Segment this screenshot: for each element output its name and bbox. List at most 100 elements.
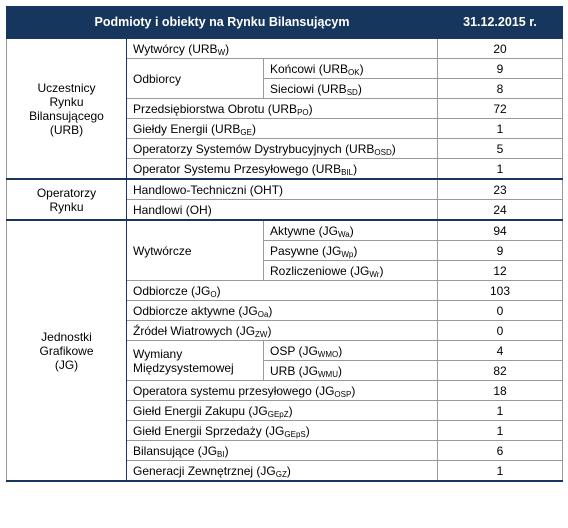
label-text: ) bbox=[251, 121, 256, 136]
value-cell: 1 bbox=[437, 460, 563, 482]
label-text: ) bbox=[359, 61, 364, 76]
label-text: Wytwórcy (URB bbox=[133, 41, 218, 56]
label: Handlowo-Techniczni (OHT) bbox=[133, 182, 284, 197]
label-text: Sieciowi (URB bbox=[270, 81, 347, 96]
label-cell: Aktywne (JGWa) bbox=[263, 219, 438, 241]
label-text: ) bbox=[353, 243, 358, 258]
value-cell: 24 bbox=[437, 199, 563, 221]
label-line: Grafikowe bbox=[39, 343, 94, 358]
label-line: Jednostki bbox=[41, 329, 92, 344]
label-text: ) bbox=[391, 141, 396, 156]
label-text: Przedsiębiorstwa Obrotu (URB bbox=[133, 101, 298, 116]
value-cell: 9 bbox=[437, 58, 563, 79]
label-text: Giełdy Energii (URB bbox=[133, 121, 241, 136]
label-line: Rynku bbox=[49, 199, 84, 214]
group-cell: Operatorzy Rynku bbox=[6, 178, 127, 221]
label-subscript: GEpS bbox=[284, 429, 306, 439]
group-cell: Jednostki Grafikowe (JG) bbox=[6, 219, 127, 482]
value-cell: 5 bbox=[437, 138, 563, 159]
label-text: Odbiorcze (JG bbox=[133, 283, 211, 298]
label-line: (URB) bbox=[49, 122, 84, 137]
table-row: Przedsiębiorstwa Obrotu (URBPO) 72 bbox=[7, 98, 563, 119]
label-text: Operatorzy Systemów Dystrybucyjnych (URB bbox=[133, 141, 375, 156]
label-cell: Giełdy Energii (URBGE) bbox=[126, 118, 438, 139]
label-text: ) bbox=[349, 223, 354, 238]
label-text: ) bbox=[288, 403, 293, 418]
label-subscript: GEpZ bbox=[267, 409, 289, 419]
subgroup-cell: Odbiorcy bbox=[126, 58, 264, 99]
label-cell: OSP (JGWMO) bbox=[263, 340, 438, 361]
table-row: Sieciowi (URBSD) 8 bbox=[7, 78, 563, 99]
table-row: URB (JGWMU) 82 bbox=[7, 360, 563, 381]
label-subscript: WMU bbox=[318, 369, 338, 379]
label-text: ) bbox=[351, 383, 356, 398]
value-cell: 20 bbox=[437, 37, 563, 59]
label-subscript: O bbox=[210, 289, 217, 299]
value-cell: 72 bbox=[437, 98, 563, 119]
label-text: Giełd Energii Sprzedaży (JG bbox=[133, 423, 285, 438]
label-cell: URB (JGWMU) bbox=[263, 360, 438, 381]
label-text: ) bbox=[286, 463, 291, 478]
label-cell: Wytwórcy (URBW) bbox=[126, 37, 438, 59]
label-text: Pasywne (JG bbox=[270, 243, 342, 258]
label-subscript: BI bbox=[217, 449, 225, 459]
label-line: Uczestnicy bbox=[37, 80, 96, 95]
label-line: Rynku bbox=[49, 94, 84, 109]
table-body: Uczestnicy Rynku Bilansującego (URB) Wytwórc… bbox=[6, 37, 563, 482]
label-cell: Bilansujące (JGBI) bbox=[126, 440, 438, 461]
table: Podmioty i obiekty na Rynku Bilansującym… bbox=[6, 6, 563, 482]
label-line: Bilansującego bbox=[29, 108, 104, 123]
value-cell: 23 bbox=[437, 178, 563, 200]
label-subscript: OSD bbox=[374, 147, 392, 157]
value-cell: 18 bbox=[437, 380, 563, 401]
label-text: Operatora systemu przesyłowego (JG bbox=[133, 383, 335, 398]
label-subscript: GE bbox=[240, 127, 252, 137]
label-text: Odbiorcze aktywne (JG bbox=[133, 303, 258, 318]
label-cell: Operatora systemu przesyłowego (JGOSP) bbox=[126, 380, 438, 401]
label-subscript: PO bbox=[297, 107, 309, 117]
label-cell: Końcowi (URBOK) bbox=[263, 58, 438, 79]
label-cell: Odbiorcze (JGO) bbox=[126, 280, 438, 301]
label-text: ) bbox=[225, 41, 230, 56]
header-cell: 31.12.2015 r. bbox=[437, 6, 563, 39]
label-text: ) bbox=[338, 343, 343, 358]
label-subscript: SD bbox=[346, 87, 358, 97]
table-row: Jednostki Grafikowe (JG) Wytwórcze Aktywne (… bbox=[6, 219, 563, 482]
label-text: Bilansujące (JG bbox=[133, 443, 218, 458]
group-cell: Uczestnicy Rynku Bilansującego (URB) bbox=[6, 37, 127, 180]
value-cell: 6 bbox=[437, 440, 563, 461]
label-cell: Pasywne (JGWp) bbox=[263, 240, 438, 261]
subgroup-cell: Wymiany Międzysystemowej bbox=[126, 340, 264, 381]
label-cell: Handlowo-Techniczni (OHT) bbox=[126, 178, 438, 200]
value-cell: 103 bbox=[437, 280, 563, 301]
label-text: ) bbox=[308, 101, 313, 116]
table-row: Giełdy Energii (URBGE) 1 bbox=[7, 118, 563, 139]
table-row: Odbiorcy Końcowi (URBOK) 9 bbox=[7, 58, 563, 99]
table-row: Pasywne (JGWp) 9 bbox=[7, 240, 563, 261]
table-row: Operator Systemu Przesyłowego (URBBIL) 1 bbox=[7, 158, 563, 180]
table-row: Generacji Zewnętrznej (JGGZ) 1 bbox=[7, 460, 563, 482]
label-text: URB (JG bbox=[270, 363, 318, 378]
label-text: Źródeł Wiatrowych (JG bbox=[133, 323, 256, 338]
label-line: Wymiany bbox=[133, 346, 183, 361]
label-text: ) bbox=[338, 363, 342, 378]
table-row: Giełd Energii Sprzedaży (JGGEpS) 1 bbox=[7, 420, 563, 441]
label-cell: Przedsiębiorstwa Obrotu (URBPO) bbox=[126, 98, 438, 119]
label-subscript: Wp bbox=[341, 249, 354, 259]
table-row: Operatorzy Rynku Handlowo-Techniczni (OHT)… bbox=[6, 178, 563, 221]
label-line: Operatorzy bbox=[36, 185, 97, 200]
value-cell: 9 bbox=[437, 240, 563, 261]
label-cell: Operator Systemu Przesyłowego (URBBIL) bbox=[126, 158, 438, 180]
label-cell: Giełd Energii Sprzedaży (JGGEpS) bbox=[126, 420, 438, 441]
label-text: Generacji Zewnętrznej (JG bbox=[133, 463, 276, 478]
label-subscript: ZW bbox=[255, 329, 268, 339]
value-cell: 82 bbox=[437, 360, 563, 381]
label-subscript: OSP bbox=[334, 389, 352, 399]
label-text: ) bbox=[268, 303, 273, 318]
label-text: Końcowi (URB bbox=[270, 61, 349, 76]
label-text: ) bbox=[379, 263, 384, 278]
table-row: Źródeł Wiatrowych (JGZW) 0 bbox=[7, 320, 563, 341]
label-cell: Handlowi (OH) bbox=[126, 199, 438, 221]
value-cell: 8 bbox=[437, 78, 563, 99]
value-cell: 12 bbox=[437, 260, 563, 281]
